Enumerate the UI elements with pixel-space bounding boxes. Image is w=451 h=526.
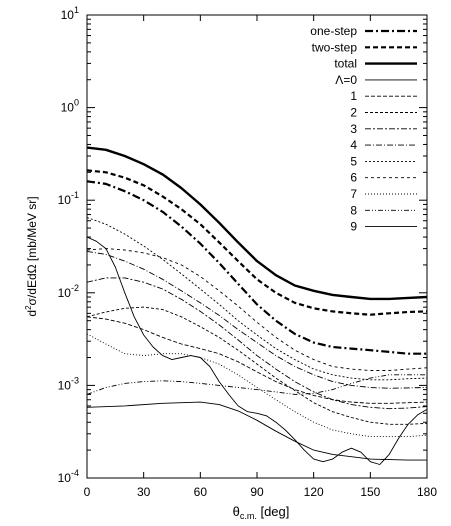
legend-label: two-step [312,40,358,54]
legend-label: one-step [310,24,357,38]
series-line-3 [87,401,427,461]
y-tick-label: 10-3 [58,375,79,392]
legend-label: 1 [350,89,357,103]
y-axis-label-rest: σ/dEdΩ [mb/MeV sr] [25,196,39,305]
legend-label: 5 [350,154,357,168]
y-axis-label-pre: d [25,310,39,317]
y-tick-label: 10-1 [58,190,79,207]
series-line-1 [87,169,427,316]
legend-label: Λ=0 [335,73,357,87]
series-lines [87,146,427,465]
axis-tick-labels: 0 30 60 90 120 150 180 10-4 10-3 10-2 10-1 100 101 [58,5,438,499]
series-line-9 [87,248,427,371]
series-line-7 [87,250,427,389]
legend-label: 6 [350,171,357,185]
x-tick-label: 90 [250,485,264,499]
legend-label: 3 [350,122,357,136]
x-tick-label: 180 [417,485,437,499]
y-axis-label: d2σ/dEdΩ [mb/MeV sr] [24,196,39,316]
axis-ticks [86,14,428,479]
series-line-5 [87,306,427,425]
series-line-10 [87,333,427,438]
y-tick-label: 101 [61,5,79,22]
series-line-11 [87,374,427,395]
x-axis-label-sub: c.m. [240,511,257,521]
series-line-4 [87,316,427,404]
plot-frame [86,14,428,479]
x-tick-label: 150 [360,485,380,499]
legend-label: 9 [350,220,357,234]
x-tick-label: 60 [194,485,208,499]
x-tick-label: 0 [84,485,91,499]
legend-label: 4 [350,138,357,152]
y-tick-label: 10-2 [58,283,79,300]
legend-label: 8 [350,203,357,217]
series-line-12 [87,236,427,465]
legend-label: 2 [350,106,357,120]
y-tick-label: 10-4 [58,468,79,485]
series-line-0 [87,180,427,355]
legend-label: 7 [350,187,357,201]
series-line-6 [87,277,427,410]
x-tick-label: 120 [304,485,324,499]
x-tick-label: 30 [137,485,151,499]
legend: one-step two-step total Λ=0 1 2 3 4 5 6 7 8 9 [310,24,417,234]
x-axis-label: θc.m. [deg] [233,504,290,521]
x-axis-label-rest: [deg] [257,504,290,519]
series-line-2 [87,146,427,301]
y-axis-label-sup: 2 [24,305,33,310]
x-axis-label-main: θ [233,504,240,519]
legend-label: total [334,57,357,71]
y-tick-label: 100 [61,98,79,115]
